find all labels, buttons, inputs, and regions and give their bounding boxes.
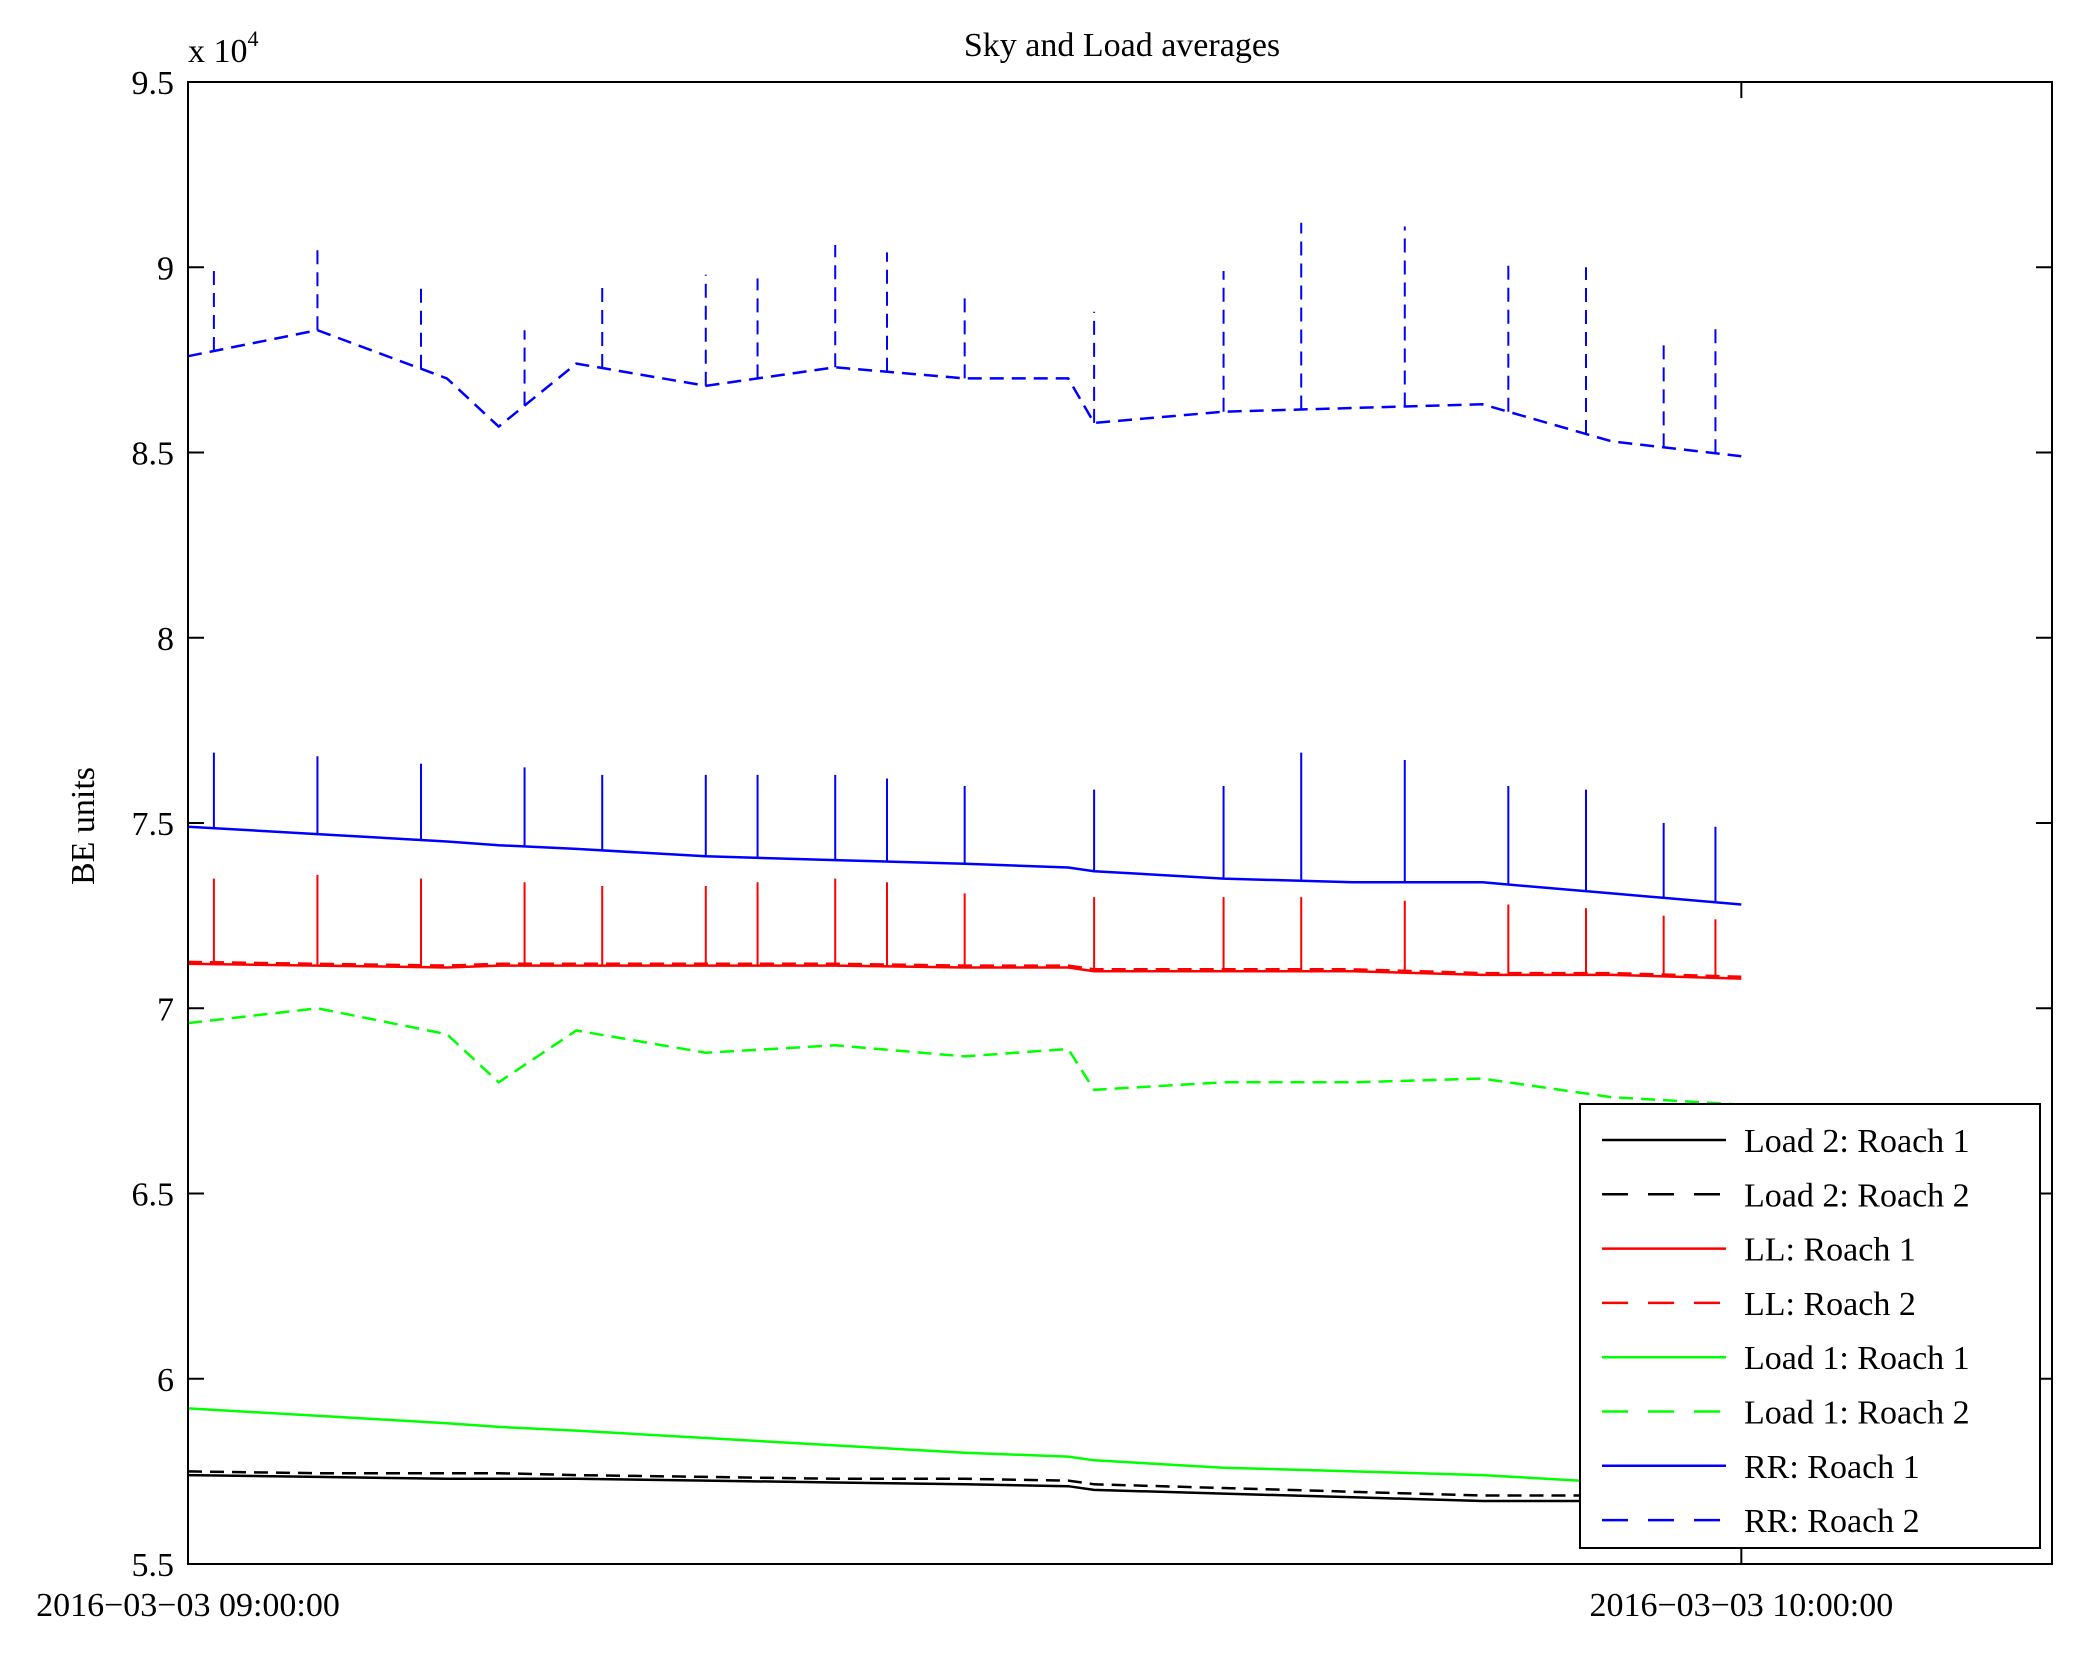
legend-label: Load 1: Roach 1: [1744, 1340, 1970, 1377]
series-line-2: [187, 962, 1742, 980]
plot-frame: [187, 81, 2053, 1565]
legend-label: Load 1: Roach 2: [1744, 1395, 1970, 1432]
legend-label: RR: Roach 1: [1744, 1449, 1920, 1486]
series-line-4: [187, 1407, 1742, 1492]
legend: Load 2: Roach 1 Load 2: Roach 2 LL: Roach …: [1579, 1103, 2041, 1549]
x-ticks: 2016−03−03 09:00:00 2016−03−03 10:00:00: [36, 82, 1893, 1624]
y-axis-label: BE units: [65, 767, 102, 885]
series-line-1: [187, 1470, 1742, 1499]
series-line-6: [187, 825, 1742, 906]
y-ticks: 5.5 6 6.5 7 7.5 8 8.5 9 9.5: [132, 65, 2052, 1584]
y-tick-label: 6.5: [132, 1177, 175, 1214]
y-tick-label: 8: [157, 621, 174, 658]
y-tick-label: 9.5: [132, 65, 175, 102]
y-tick-label: 7.5: [132, 806, 175, 843]
x-tick-label: 2016−03−03 10:00:00: [1589, 1587, 1893, 1624]
y-tick-label: 9: [157, 250, 174, 287]
series-line-0: [187, 1473, 1742, 1505]
series-line-5: [187, 1007, 1742, 1106]
legend-label: LL: Roach 2: [1744, 1286, 1916, 1323]
y-axis-exponent-power: 4: [248, 26, 259, 51]
legend-label: RR: Roach 2: [1744, 1503, 1920, 1540]
y-tick-label: 5.5: [132, 1547, 175, 1584]
y-axis-exponent: x 104: [188, 26, 259, 70]
series-line-7: [187, 328, 1742, 458]
x-tick-label: 2016−03−03 09:00:00: [36, 1587, 340, 1624]
legend-label: Load 2: Roach 2: [1744, 1177, 1970, 1214]
y-tick-label: 6: [157, 1362, 174, 1399]
legend-label: Load 2: Roach 1: [1744, 1123, 1970, 1160]
legend-box: [1579, 1103, 2041, 1549]
plot-lines: [187, 222, 1742, 1505]
y-tick-label: 7: [157, 991, 174, 1028]
y-axis-exponent-base: x 10: [188, 33, 248, 70]
y-tick-label: 8.5: [132, 436, 175, 473]
legend-label: LL: Roach 1: [1744, 1232, 1916, 1269]
chart-title: Sky and Load averages: [964, 27, 1280, 64]
